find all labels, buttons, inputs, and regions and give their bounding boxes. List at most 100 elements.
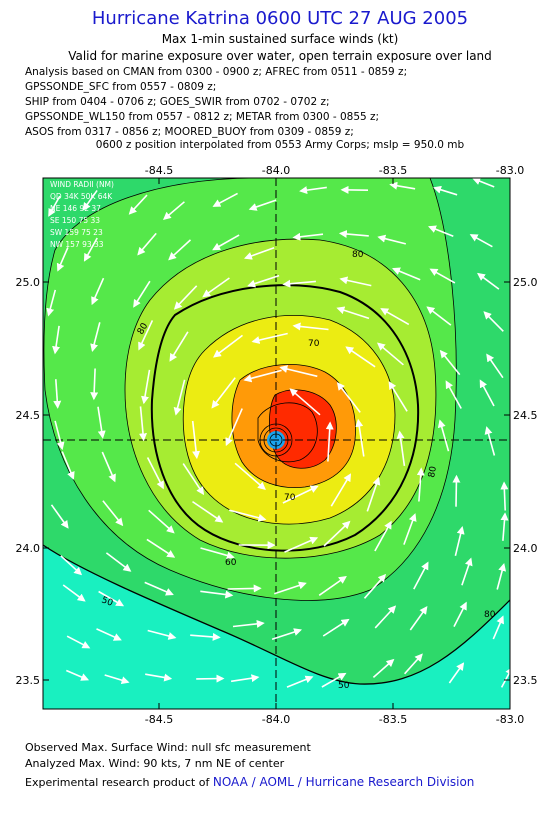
wind-arrow — [292, 232, 324, 241]
wind-arrow — [388, 381, 408, 412]
wind-arrow — [289, 388, 321, 416]
wind-arrow — [145, 673, 173, 682]
wind-arrow — [66, 635, 91, 649]
wind-arrow — [403, 513, 417, 545]
wind-arrow — [162, 201, 185, 221]
lon-tick-label: -83.0 — [496, 713, 524, 726]
wind-arrow — [469, 234, 493, 248]
lat-tick-label: 24.5 — [513, 409, 538, 422]
wind-arrow — [212, 192, 238, 207]
wind-arrow — [182, 463, 205, 496]
wind-arrow — [445, 380, 462, 409]
wind-arrow — [200, 547, 235, 560]
credit-prefix: Experimental research product of — [25, 776, 213, 789]
wind-arrow — [439, 349, 461, 376]
wind-arrow — [477, 272, 500, 290]
wind-arrow — [232, 619, 265, 628]
wind-arrow — [147, 629, 177, 640]
wind-arrow — [243, 246, 275, 260]
lat-tick-label: 23.5 — [513, 674, 538, 687]
wind-arrow — [133, 280, 151, 308]
wind-arrow — [437, 419, 450, 452]
wind-arrow — [492, 615, 504, 640]
wind-radii-row-se: SE 150 75 33 — [50, 216, 100, 225]
wind-arrow — [372, 658, 395, 678]
lon-labels-bottom: -84.5 -84.0 -83.5 -83.0 — [145, 713, 524, 726]
wind-arrow — [271, 628, 303, 641]
wind-arrow — [500, 512, 509, 541]
wind-arrow — [229, 509, 267, 522]
wind-arrow — [336, 382, 361, 413]
wind-arrow — [426, 306, 452, 326]
lon-labels-top: -84.5 -84.0 -83.5 -83.0 — [145, 164, 524, 177]
position-note: 0600 z position interpolated from 0553 A… — [95, 139, 465, 151]
wind-arrow — [212, 234, 240, 251]
contour-label-50b: 50 — [338, 681, 350, 691]
wind-arrow — [148, 509, 175, 534]
analysis-line-1: Analysis based on CMAN from 0300 - 0900 … — [25, 66, 408, 78]
wind-arrow — [282, 279, 316, 288]
contour-label-60: 60 — [225, 558, 237, 568]
wind-arrow — [82, 189, 98, 211]
wind-arrow — [98, 590, 125, 607]
wind-arrow — [83, 237, 98, 262]
wind-radii-row-nw: NW 157 93 33 — [50, 240, 104, 249]
lat-tick-label: 24.5 — [16, 409, 41, 422]
wind-arrow — [52, 325, 60, 355]
wind-arrow — [479, 379, 495, 407]
lat-tick-label: 25.0 — [513, 276, 538, 289]
wind-arrow — [213, 334, 243, 358]
wind-arrow — [101, 451, 116, 483]
wind-arrow — [190, 632, 221, 641]
lon-tick-label: -83.0 — [496, 164, 524, 177]
noaa-link[interactable]: NOAA / AOML / Hurricane Research Divisio… — [212, 775, 475, 789]
wind-arrow — [56, 247, 69, 272]
wind-arrow — [452, 474, 461, 507]
credit-line: Experimental research product of NOAA / … — [25, 775, 474, 789]
wind-arrow — [46, 289, 57, 317]
wind-arrow — [90, 368, 99, 401]
wind-arrow — [416, 467, 425, 502]
wind-arrow — [54, 420, 65, 451]
analysis-line-4: GPSSONDE_WL150 from 0557 - 0812 z; METAR… — [25, 111, 380, 123]
wind-arrow — [325, 421, 334, 462]
wind-arrow — [323, 520, 351, 547]
wind-arrow — [330, 473, 352, 507]
wind-arrow — [299, 186, 327, 195]
validity-note: Valid for marine exposure over water, op… — [68, 49, 492, 63]
lat-labels-left: 25.0 24.5 24.0 23.5 — [16, 276, 41, 687]
wind-radii-box: WIND RADII (NM) QD 34K 50K 64K NE 146 92… — [50, 180, 114, 249]
contour-label-50c: 80 — [484, 610, 496, 620]
wind-arrow — [282, 485, 319, 504]
wind-arrow — [355, 418, 365, 457]
lat-tick-label: 24.0 — [16, 542, 41, 555]
wind-arrow — [500, 666, 510, 688]
lon-tick-label: -84.0 — [262, 713, 290, 726]
analyzed-max-wind: Analyzed Max. Wind: 90 kts, 7 nm NE of c… — [25, 757, 285, 770]
wind-arrow — [374, 520, 392, 552]
wind-arrow — [321, 672, 347, 688]
wind-arrow — [484, 426, 496, 456]
lat-tick-label: 25.0 — [16, 276, 41, 289]
center-crosshair — [43, 178, 510, 709]
contour-label-70b: 70 — [284, 493, 296, 503]
wind-arrow — [141, 369, 151, 405]
lat-labels-right: 25.0 24.5 24.0 23.5 — [513, 276, 538, 687]
analysis-line-3: SHIP from 0404 - 0706 z; GOES_SWIR from … — [25, 96, 330, 108]
wind-arrow — [97, 406, 106, 439]
lat-tick-label: 24.0 — [513, 542, 538, 555]
wind-arrow — [138, 320, 154, 351]
wind-arrow — [396, 430, 406, 467]
wind-radii-row-ne: NE 146 92 37 — [50, 204, 101, 213]
wind-arrow — [377, 234, 406, 245]
map-subtitle: Max 1-min sustained surface winds (kt) — [161, 32, 399, 46]
wind-arrow — [374, 605, 397, 629]
wind-radii-row-sw: SW 159 75 23 — [50, 228, 103, 237]
wind-arrow — [200, 590, 234, 599]
wind-arrow — [61, 451, 75, 480]
wind-arrow — [168, 239, 192, 261]
wind-arrow — [96, 628, 122, 641]
lon-tick-label: -84.5 — [145, 713, 173, 726]
wind-arrow — [279, 365, 318, 378]
